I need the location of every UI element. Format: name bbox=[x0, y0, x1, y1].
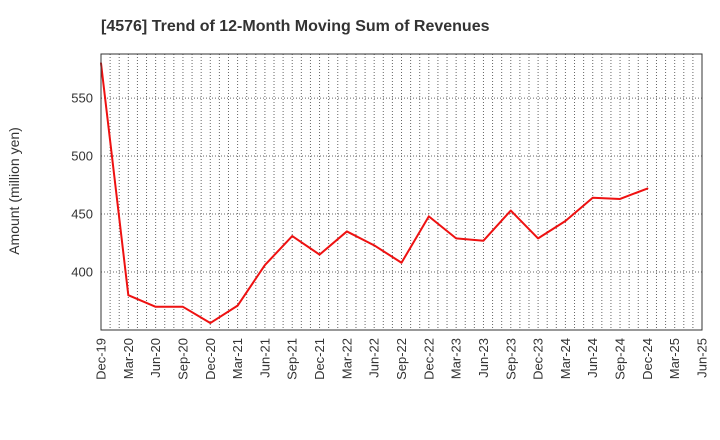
x-tick-label: Mar-22 bbox=[339, 338, 354, 379]
series-layer bbox=[100, 62, 649, 325]
y-tick-label: 500 bbox=[71, 149, 93, 164]
x-tick-label: Dec-24 bbox=[640, 338, 655, 380]
x-tick-label: Jun-20 bbox=[148, 338, 163, 378]
y-tick-labels: 400 450 500 550 bbox=[71, 91, 93, 280]
x-tick-label: Dec-19 bbox=[94, 338, 109, 380]
x-tick-label: Sep-20 bbox=[175, 338, 190, 380]
x-tick-label: Sep-22 bbox=[394, 338, 409, 380]
x-tick-label: Sep-24 bbox=[613, 338, 628, 380]
x-tick-label: Mar-24 bbox=[558, 338, 573, 379]
y-tick-label: 450 bbox=[71, 207, 93, 222]
x-tick-label: Jun-24 bbox=[585, 338, 600, 378]
x-tick-label: Sep-23 bbox=[503, 338, 518, 380]
x-tick-label: Mar-25 bbox=[667, 338, 682, 379]
x-tick-label: Dec-20 bbox=[203, 338, 218, 380]
x-tick-label: Jun-25 bbox=[695, 338, 710, 378]
x-tick-label: Jun-23 bbox=[476, 338, 491, 378]
plot-frame bbox=[100, 53, 703, 331]
y-tick-label: 550 bbox=[71, 91, 93, 106]
y-axis-label: Amount (million yen) bbox=[6, 127, 22, 255]
x-tick-label: Jun-22 bbox=[367, 338, 382, 378]
revenue-series-line bbox=[100, 62, 649, 325]
x-tick-label: Mar-20 bbox=[121, 338, 136, 379]
x-tick-label: Jun-21 bbox=[257, 338, 272, 378]
x-tick-label: Dec-23 bbox=[531, 338, 546, 380]
x-tick-label: Dec-22 bbox=[421, 338, 436, 380]
chart-title: [4576] Trend of 12-Month Moving Sum of R… bbox=[101, 18, 490, 35]
x-tick-label: Dec-21 bbox=[312, 338, 327, 380]
x-tick-label: Mar-21 bbox=[230, 338, 245, 379]
grid-lines bbox=[101, 54, 702, 330]
x-tick-label: Mar-23 bbox=[449, 338, 464, 379]
x-tick-label: Sep-21 bbox=[285, 338, 300, 380]
x-tick-labels: Dec-19 Mar-20 Jun-20 Sep-20 Dec-20 Mar-21 Jun-… bbox=[94, 338, 710, 380]
y-tick-label: 400 bbox=[71, 265, 93, 280]
